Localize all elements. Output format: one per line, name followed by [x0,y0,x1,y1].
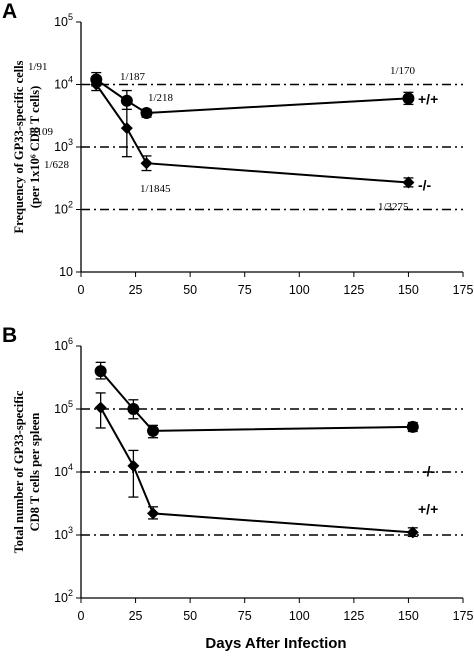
point-label: 1/218 [148,92,174,104]
point-label: 1/3275 [378,201,409,213]
point-label: 1/187 [120,71,146,83]
y-tick-label: 103 [54,525,73,542]
y-tick-label: 10 [59,265,73,279]
series-label: -/- [422,463,436,479]
series-label: -/- [418,177,432,193]
series-line [99,370,413,432]
data-point-circle [140,106,153,119]
series-line [95,78,409,115]
point-label: 1/109 [28,126,54,138]
data-point-diamond [120,122,133,135]
x-tick-label: 50 [183,609,197,623]
y-tick-label: 104 [54,462,73,479]
data-point-diamond [127,459,140,472]
panel-letter: A [2,0,17,23]
panel-b: B 102 103 104 105 106 0 25 50 75 100 125 150 175 Total… [2,324,473,623]
data-point-diamond [140,157,153,170]
x-tick-label: 25 [129,283,143,297]
data-point-diamond [94,401,107,414]
point-label: 1/1845 [140,183,171,195]
series-label: +/+ [418,501,438,517]
data-point-diamond [90,78,103,91]
data-point-circle [147,424,160,437]
y-axis-label: Frequency of GP33-specific cells [12,60,26,233]
point-label: 1/91 [28,61,48,73]
x-tick-label: 25 [129,609,143,623]
data-point-diamond [147,507,160,520]
y-axis-label: Total number of GP33-specific [12,390,26,553]
y-tick-label: 104 [54,75,73,92]
x-axis-label: Days After Infection [205,635,346,652]
series-label: +/+ [418,91,438,107]
x-tick-label: 0 [78,609,85,623]
point-label: 1/628 [44,159,70,171]
x-tick-label: 150 [398,609,419,623]
data-point-circle [402,92,415,105]
x-tick-label: 0 [78,283,85,297]
x-tick-label: 175 [453,609,474,623]
x-tick-label: 150 [398,283,419,297]
y-tick-label: 106 [54,336,73,353]
x-tick-label: 100 [289,609,310,623]
x-tick-label: 125 [343,609,364,623]
x-tick-label: 50 [183,283,197,297]
y-axis-label: (per 1x10⁶ CD8 T cells) [28,86,42,209]
y-tick-label: 103 [54,137,73,154]
x-tick-label: 75 [238,283,252,297]
data-point-diamond [406,526,419,539]
data-point-circle [94,365,107,378]
data-point-circle [127,403,140,415]
y-tick-label: 102 [54,200,73,217]
x-tick-label: 100 [289,283,310,297]
x-tick-label: 125 [343,283,364,297]
y-axis-label: CD8 T cells per spleen [28,413,42,532]
x-tick-label: 75 [238,609,252,623]
panel-a: A 10 102 103 104 105 0 25 50 75 100 125 150 175 Freque… [2,0,473,297]
panel-letter: B [2,324,17,347]
x-tick-label: 175 [453,283,474,297]
point-label: 1/170 [390,65,416,77]
y-tick-label: 102 [54,588,73,605]
y-tick-label: 105 [54,12,73,29]
data-point-diamond [402,176,415,189]
data-point-circle [406,420,419,433]
series-line [95,83,409,184]
series-line [99,407,413,534]
y-tick-label: 105 [54,399,73,416]
